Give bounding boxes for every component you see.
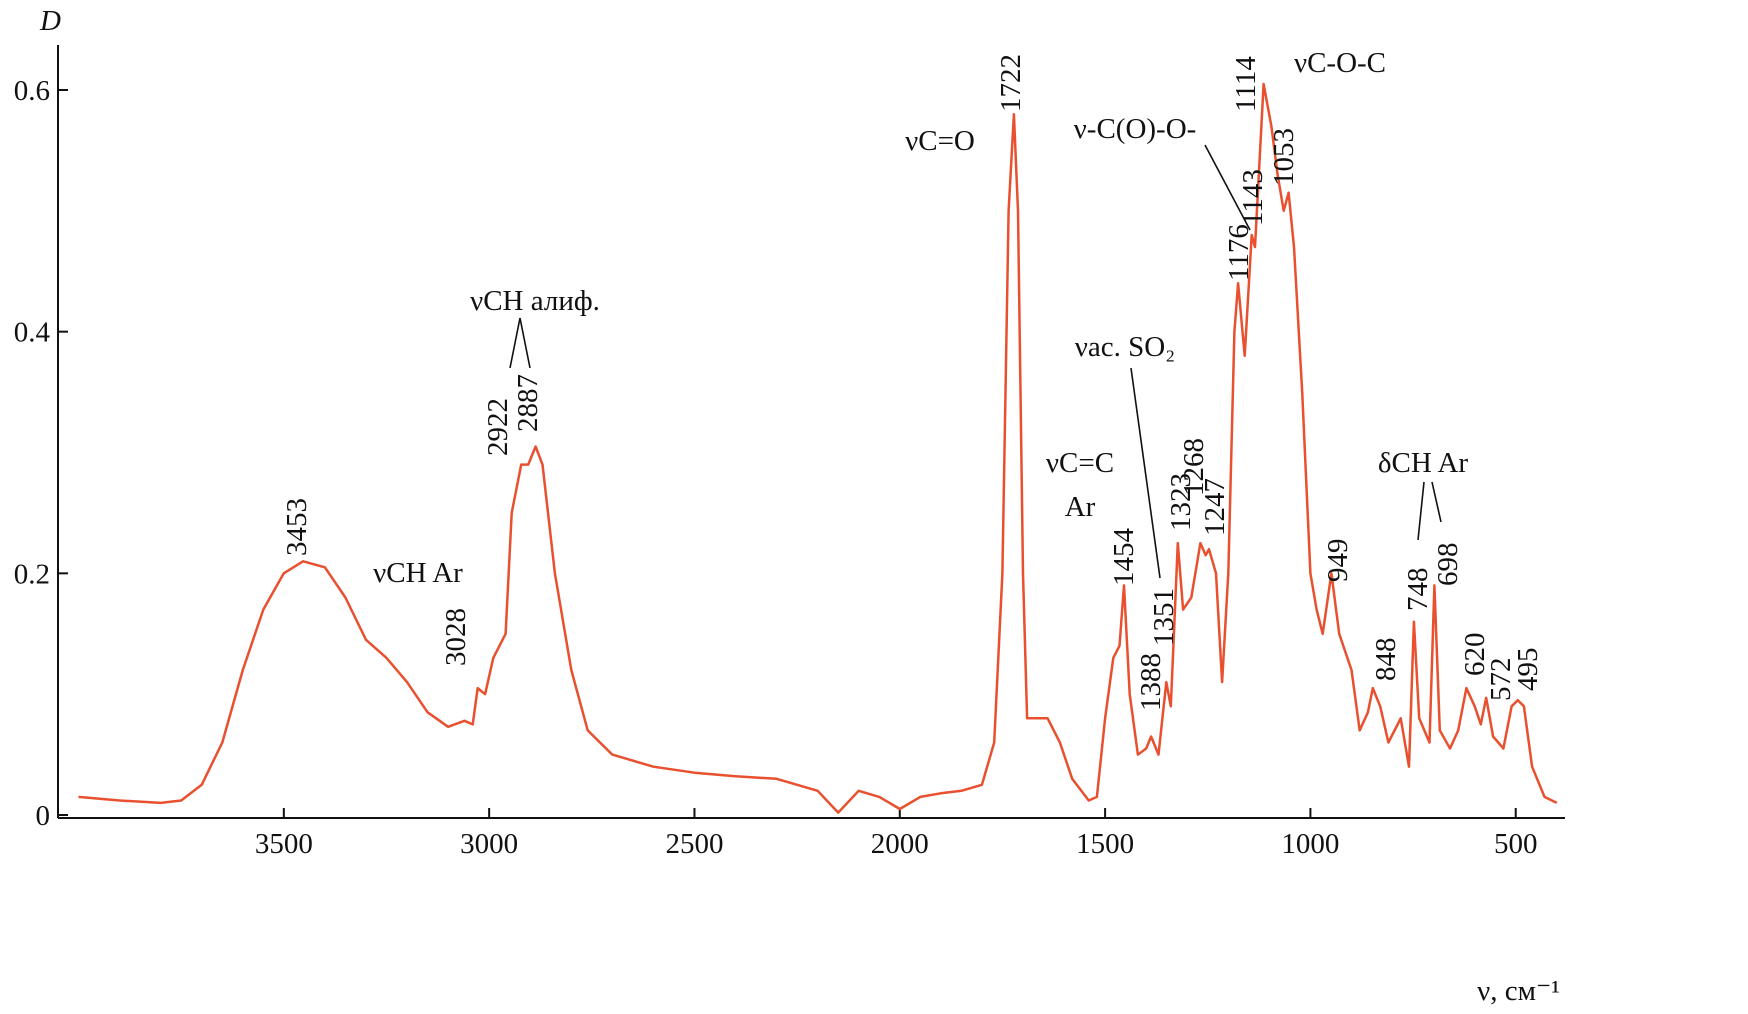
- x-tick-label: 500: [1494, 828, 1538, 860]
- leader: [1417, 481, 1442, 541]
- annotation: νас. SO₂: [1075, 331, 1176, 363]
- peak-label: 1323: [1165, 473, 1197, 531]
- y-tick-label: 0.6: [14, 75, 50, 107]
- leader: [1130, 367, 1161, 579]
- spectrum-line: [78, 82, 1558, 814]
- leader: [509, 317, 531, 369]
- x-tick-label: 1000: [1281, 828, 1339, 860]
- peak-label: 495: [1512, 648, 1544, 692]
- peak-label: 2922: [482, 398, 514, 456]
- peak-label: 1114: [1230, 56, 1262, 112]
- annotation: νCH алиф.: [470, 285, 600, 317]
- peak-label: 1351: [1148, 588, 1180, 646]
- peak-label: 698: [1432, 543, 1464, 587]
- x-tick-label: 2500: [665, 828, 723, 860]
- peak-label: 2887: [512, 374, 544, 432]
- x-tick-label: 1500: [1076, 828, 1134, 860]
- y-tick-label: 0: [36, 800, 51, 832]
- annotation: ν-C(O)-O-: [1074, 113, 1197, 145]
- leader: [1204, 144, 1251, 231]
- peak-label: 949: [1322, 539, 1354, 583]
- x-tick-label: 2000: [871, 828, 929, 860]
- x-axis-label: ν, см⁻¹: [1477, 975, 1560, 1007]
- peak-label: 1053: [1268, 128, 1300, 186]
- peak-label: 1454: [1108, 528, 1140, 587]
- annotation: νCH Ar: [373, 557, 463, 589]
- peak-label: 1722: [995, 54, 1027, 112]
- peak-label: 3028: [440, 608, 472, 666]
- peak-label: 848: [1370, 638, 1402, 682]
- peak-label: 1143: [1237, 169, 1269, 226]
- annotation: νC=C: [1046, 447, 1114, 479]
- peak-label: 572: [1485, 658, 1517, 702]
- x-tick-label: 3000: [460, 828, 518, 860]
- peak-label: 1388: [1135, 653, 1167, 711]
- annotation: Ar: [1065, 491, 1096, 523]
- peak-label: 3453: [281, 498, 313, 556]
- x-tick-label: 3500: [255, 828, 313, 860]
- peak-label: 1268: [1178, 438, 1210, 496]
- y-axis-label: D: [39, 5, 61, 37]
- y-tick-label: 0.2: [14, 558, 50, 590]
- peak-label: 1176: [1223, 224, 1255, 281]
- y-tick-label: 0.4: [14, 317, 51, 349]
- peak-label: 620: [1459, 633, 1491, 677]
- peak-label: 1247: [1199, 478, 1231, 536]
- annotation: δCH Ar: [1378, 447, 1469, 479]
- annotation: νC-O-C: [1294, 47, 1386, 79]
- annotation: νC=O: [905, 125, 975, 157]
- peak-label: 748: [1402, 568, 1434, 612]
